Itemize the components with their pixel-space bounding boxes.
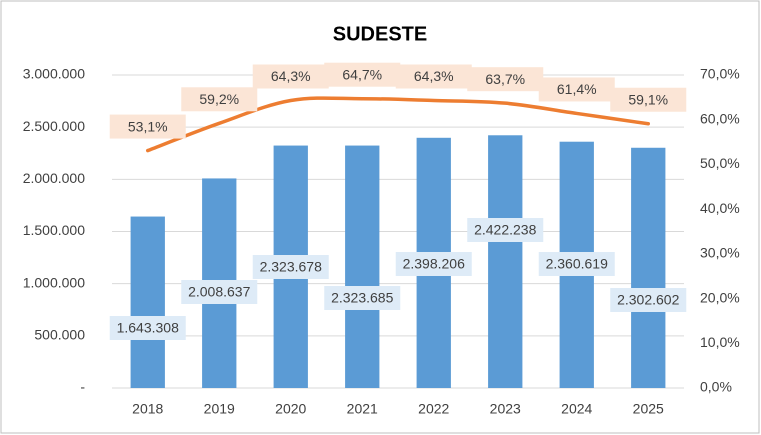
y2-tick-label: 20,0%: [700, 289, 740, 305]
data-label-box: [538, 77, 615, 102]
data-label-box: [538, 252, 615, 276]
y-tick-label: 1.000.000: [23, 274, 85, 290]
y-tick-label: 2.500.000: [23, 118, 85, 134]
data-label: 64,3%: [271, 68, 311, 84]
data-label: 64,7%: [342, 66, 382, 82]
x-tick-label: 2020: [275, 401, 306, 417]
y2-tick-label: 0,0%: [700, 379, 732, 395]
data-label: 2.302.602: [617, 292, 679, 308]
y-tick-label: -: [80, 379, 85, 395]
y-tick-label: 3.000.000: [23, 66, 85, 82]
data-label-box: [252, 255, 329, 279]
bar: [488, 135, 523, 388]
y-tick-label: 2.000.000: [23, 170, 85, 186]
data-label-box: [181, 87, 258, 112]
data-label: 2.360.619: [546, 256, 608, 272]
data-label-box: [610, 87, 687, 112]
data-label: 64,3%: [414, 68, 454, 84]
chart-title: SUDESTE: [333, 23, 427, 45]
data-label: 59,1%: [628, 91, 668, 107]
data-label: 1.643.308: [117, 320, 179, 336]
data-label-box: [395, 64, 472, 89]
data-label: 2.422.238: [474, 222, 536, 238]
data-label: 53,1%: [128, 118, 168, 134]
data-label: 2.323.685: [331, 290, 393, 306]
data-label-box: [109, 114, 186, 139]
x-tick-label: 2023: [490, 401, 521, 417]
y2-tick-label: 10,0%: [700, 334, 740, 350]
data-label: 59,2%: [199, 91, 239, 107]
data-label-box: [252, 64, 329, 89]
data-label: 2.398.206: [403, 256, 465, 272]
y2-tick-label: 40,0%: [700, 200, 740, 216]
data-label: 61,4%: [557, 81, 597, 97]
data-label: 2.323.678: [260, 259, 322, 275]
y-tick-label: 500.000: [34, 327, 85, 343]
data-label-box: [395, 252, 472, 276]
x-tick-label: 2022: [418, 401, 449, 417]
data-label: 63,7%: [485, 71, 525, 87]
y2-tick-label: 70,0%: [700, 66, 740, 82]
data-label-box: [610, 288, 687, 312]
bar: [130, 216, 165, 388]
x-tick-label: 2024: [561, 401, 592, 417]
line: [146, 96, 650, 153]
data-label-box: [181, 280, 258, 304]
x-tick-label: 2021: [347, 401, 378, 417]
data-label-box: [467, 67, 544, 92]
x-tick-label: 2025: [633, 401, 664, 417]
x-tick-label: 2018: [132, 401, 163, 417]
data-label-box: [467, 218, 544, 242]
bar: [631, 147, 666, 388]
data-label: 2.008.637: [188, 284, 250, 300]
y2-tick-label: 60,0%: [700, 110, 740, 126]
data-label-box: [109, 316, 186, 340]
data-label-box: [324, 62, 401, 87]
y2-tick-label: 30,0%: [700, 245, 740, 261]
x-tick-label: 2019: [204, 401, 235, 417]
bar: [345, 145, 380, 388]
y2-tick-label: 50,0%: [700, 155, 740, 171]
y-tick-label: 1.500.000: [23, 222, 85, 238]
data-label-box: [324, 286, 401, 310]
